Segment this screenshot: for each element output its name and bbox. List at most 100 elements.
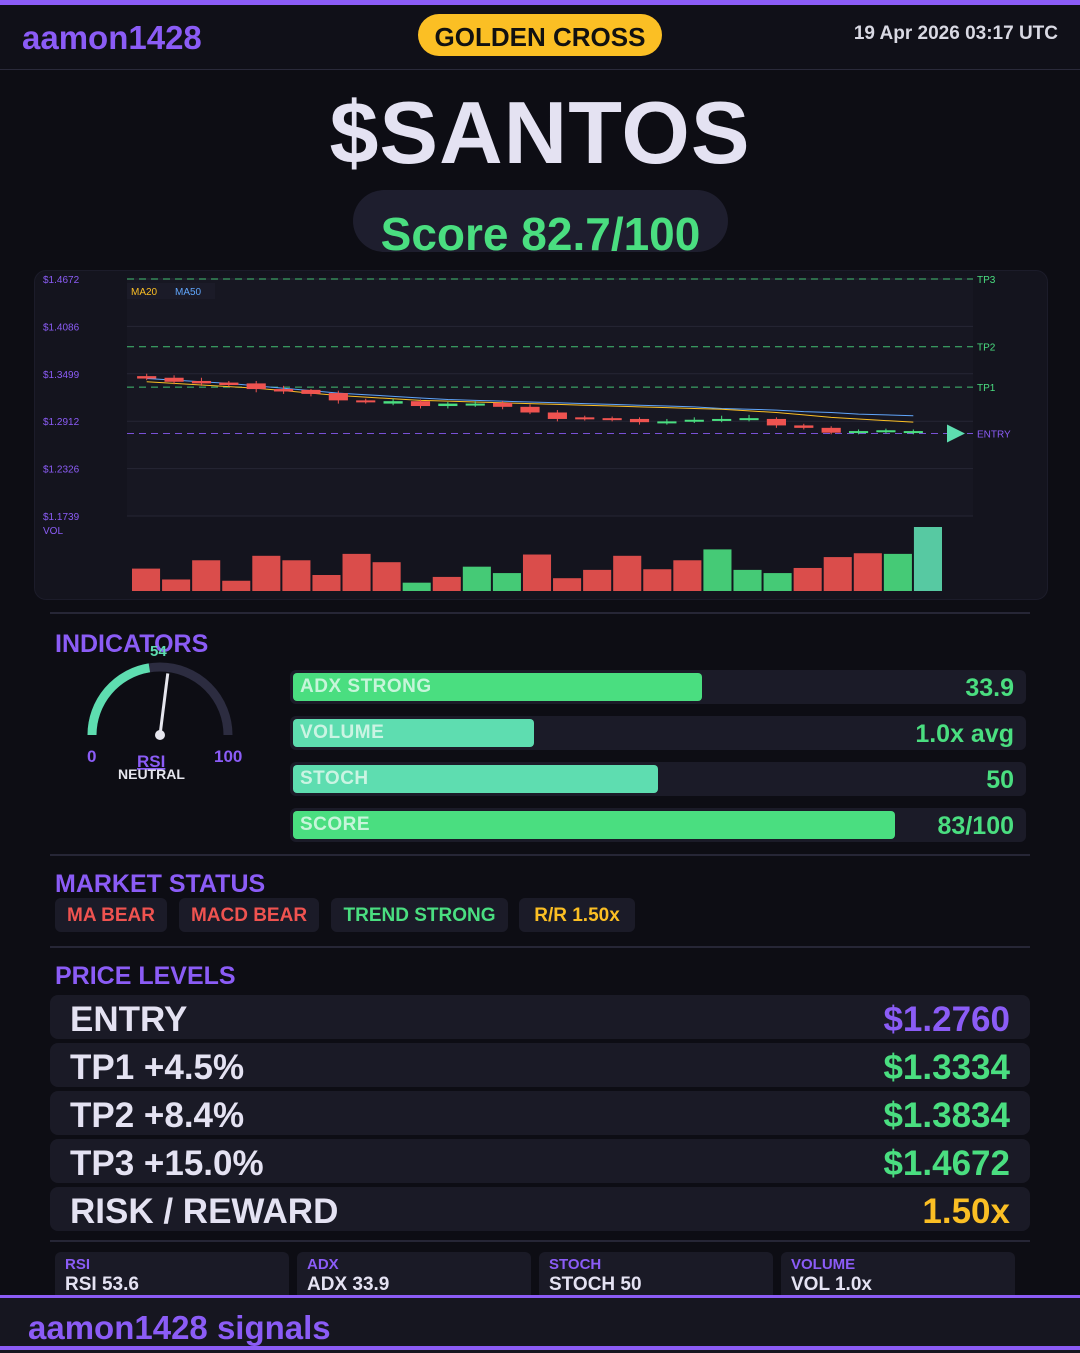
level-label-tp3: TP3	[977, 275, 996, 286]
candle-body	[766, 418, 786, 426]
mini-stat-key: STOCH	[549, 1256, 602, 1273]
indicator-bar-fill	[293, 811, 896, 839]
rsi-gauge: 54 0 100 RSI NEUTRAL	[80, 640, 250, 790]
candle-body	[739, 418, 759, 421]
legend-ma50: MA50	[175, 287, 202, 298]
candle-body	[356, 400, 376, 403]
price-level-value: $1.4672	[883, 1144, 1010, 1183]
candle-body	[465, 403, 485, 406]
candle-body	[520, 406, 540, 413]
section-divider	[50, 854, 1030, 856]
indicator-bar-fill	[293, 673, 702, 701]
candle-body	[575, 417, 595, 420]
legend-ma20: MA20	[131, 287, 158, 298]
volume-bar	[432, 576, 461, 591]
candle-body	[493, 402, 513, 407]
footer-bar: aamon1428 signals	[0, 1295, 1080, 1353]
candle-body	[684, 419, 704, 422]
volume-bar	[883, 553, 912, 591]
price-level-row: RISK / REWARD 1.50x	[50, 1187, 1030, 1231]
volume-bar	[342, 553, 371, 591]
volume-bar	[162, 579, 191, 591]
bottom-accent-line	[0, 1346, 1080, 1350]
market-status-tag: MA BEAR	[55, 898, 167, 932]
ma50-line	[146, 378, 914, 417]
mini-stat-card: VOLUME VOL 1.0x	[781, 1252, 1015, 1296]
volume-bar	[462, 566, 491, 591]
price-level-value: $1.3834	[883, 1096, 1010, 1135]
chart-plot-area	[127, 279, 973, 516]
chart-legend-box	[127, 283, 215, 299]
score-text: Score 82.7/100	[380, 208, 701, 252]
market-status-tag: TREND STRONG	[331, 898, 508, 932]
volume-label: VOL	[43, 526, 63, 537]
candle-body	[246, 383, 266, 390]
section-divider	[50, 946, 1030, 948]
rsi-gauge-pivot	[155, 730, 165, 740]
mini-stat-card: ADX ADX 33.9	[297, 1252, 531, 1296]
indicator-bar-value: 50	[986, 766, 1014, 794]
brand-name: aamon1428	[22, 19, 202, 56]
indicator-bar-value: 83/100	[937, 812, 1014, 840]
y-tick-label: $1.3499	[43, 370, 80, 381]
candle-body	[712, 418, 732, 421]
mini-stat-value: RSI 53.6	[65, 1274, 139, 1295]
mini-stat-card: RSI RSI 53.6	[55, 1252, 289, 1296]
rsi-min-label: 0	[87, 747, 96, 766]
ticker-symbol: $SANTOS	[329, 83, 751, 182]
volume-bar	[132, 568, 161, 591]
mini-stat-key: ADX	[307, 1256, 339, 1273]
market-status-tag: R/R 1.50x	[519, 898, 635, 932]
rsi-gauge-fill	[87, 663, 151, 736]
level-label-tp1: TP1	[977, 383, 996, 394]
indicator-bar-value: 1.0x avg	[915, 720, 1014, 748]
indicator-bar-row: SCORE 83/100	[290, 808, 1026, 842]
level-label-tp2: TP2	[977, 343, 996, 354]
volume-bar	[733, 569, 762, 591]
price-chart-card: $1.4672 $1.4086 $1.3499 $1.2912 $1.2326 $1.17…	[34, 270, 1048, 600]
price-level-value: 1.50x	[922, 1192, 1010, 1231]
volume-bar	[312, 575, 341, 591]
volume-bar	[252, 555, 281, 591]
timestamp: 19 Apr 2026 03:17 UTC	[853, 23, 1058, 44]
candle-body	[164, 377, 184, 382]
price-levels-title: PRICE LEVELS	[55, 962, 236, 990]
price-level-value: $1.3334	[883, 1048, 1010, 1087]
candle-body	[848, 431, 869, 434]
candle-body	[903, 431, 923, 434]
score-badge: Score 82.7/100	[353, 190, 728, 252]
indicator-bar-row: STOCH 50	[290, 762, 1026, 796]
price-level-row: ENTRY $1.2760	[50, 995, 1030, 1039]
top-accent-line	[0, 0, 1080, 5]
mini-stat-value: STOCH 50	[549, 1274, 642, 1295]
rsi-gauge-needle	[158, 673, 170, 736]
candle-body	[657, 421, 677, 424]
candle-body	[383, 401, 403, 404]
rsi-max-label: 100	[214, 747, 242, 766]
volume-bar	[613, 555, 642, 591]
signal-badge: GOLDEN CROSS	[418, 14, 662, 56]
mini-stat-value: VOL 1.0x	[791, 1274, 872, 1295]
price-level-value: $1.2760	[883, 1000, 1010, 1039]
mini-stat-value: ADX 33.9	[307, 1274, 390, 1295]
volume-bar	[553, 578, 582, 591]
indicator-bar-row: VOLUME 1.0x avg	[290, 716, 1026, 750]
header-bar: aamon1428 GOLDEN CROSS 19 Apr 2026 03:17…	[0, 5, 1080, 70]
candle-body	[137, 376, 157, 379]
volume-bar	[823, 557, 852, 591]
candle-body	[219, 382, 239, 386]
price-level-row: TP3 +15.0% $1.4672	[50, 1139, 1030, 1183]
candle-body	[547, 412, 567, 419]
candle-body	[629, 418, 650, 423]
indicator-bar-label: ADX STRONG	[300, 676, 432, 697]
volume-bar	[192, 560, 221, 591]
candle-body	[301, 389, 321, 394]
footer-brand: aamon1428 signals	[28, 1309, 331, 1346]
price-level-row: TP1 +4.5% $1.3334	[50, 1043, 1030, 1087]
indicator-bar-fill	[293, 765, 658, 793]
indicator-bar-fill	[293, 719, 534, 747]
volume-bar	[853, 553, 882, 591]
indicator-bar-label: VOLUME	[300, 722, 385, 743]
candle-body	[794, 425, 814, 428]
market-status-title: MARKET STATUS	[55, 870, 266, 898]
